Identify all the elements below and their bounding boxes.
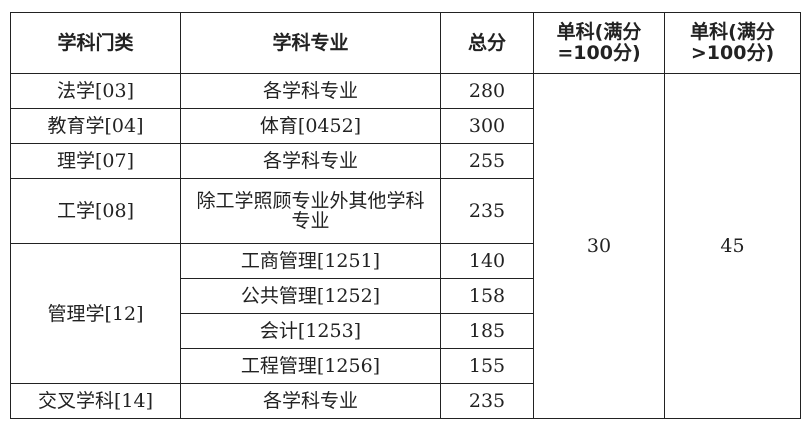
table-row: 工程管理[1256] 155 (11, 348, 801, 384)
total-cell: 255 (440, 143, 534, 179)
total-cell: 300 (440, 108, 534, 144)
total-cell: 158 (440, 278, 534, 314)
major-cell: 体育[0452] (180, 108, 441, 144)
table-row: 法学[03] 各学科专业 280 30 45 (10, 73, 801, 419)
major-cell: 除工学照顾专业外其他学科专业 (180, 178, 441, 244)
major-cell: 公共管理[1252] (180, 278, 441, 314)
table-row: 会计[1253] 185 (11, 313, 801, 349)
header-total: 总分 (440, 12, 534, 74)
single-100-cell: 30 (533, 73, 665, 419)
single-over-100-cell: 45 (664, 73, 801, 419)
header-category: 学科门类 (10, 12, 181, 74)
category-cell: 理学[07] (10, 143, 181, 179)
category-cell: 交叉学科[14] (10, 383, 181, 419)
table-row: 交叉学科[14] 各学科专业 235 (10, 383, 801, 419)
total-cell: 140 (440, 243, 534, 279)
major-cell: 各学科专业 (180, 73, 441, 109)
header-single-100: 单科(满分=100分) (533, 12, 665, 74)
score-table: 学科门类 学科专业 总分 单科(满分=100分) 单科(满分>100分) 法学[… (10, 12, 801, 419)
major-cell: 工商管理[1251] (180, 243, 441, 279)
major-cell: 会计[1253] (180, 313, 441, 349)
category-cell: 法学[03] (10, 73, 181, 109)
major-cell: 各学科专业 (180, 143, 441, 179)
header-single-over-100: 单科(满分>100分) (664, 12, 801, 74)
header-major: 学科专业 (180, 12, 441, 74)
header-row: 学科门类 学科专业 总分 单科(满分=100分) 单科(满分>100分) (10, 12, 801, 74)
category-cell: 管理学[12] (10, 243, 181, 384)
major-text: 除工学照顾专业外其他学科专业 (196, 189, 425, 232)
total-cell: 280 (440, 73, 534, 109)
table-row: 工学[08] 除工学照顾专业外其他学科专业 235 (10, 178, 801, 244)
table-row: 管理学[12] 工商管理[1251] 140 (10, 243, 801, 384)
table-row: 理学[07] 各学科专业 255 (10, 143, 801, 179)
total-cell: 185 (440, 313, 534, 349)
total-cell: 235 (440, 383, 534, 419)
category-cell: 工学[08] (10, 178, 181, 244)
category-cell: 教育学[04] (10, 108, 181, 144)
total-cell: 155 (440, 348, 534, 384)
table-row: 教育学[04] 体育[0452] 300 (10, 108, 801, 144)
major-cell: 各学科专业 (180, 383, 441, 419)
total-cell: 235 (440, 178, 534, 244)
major-cell: 工程管理[1256] (180, 348, 441, 384)
